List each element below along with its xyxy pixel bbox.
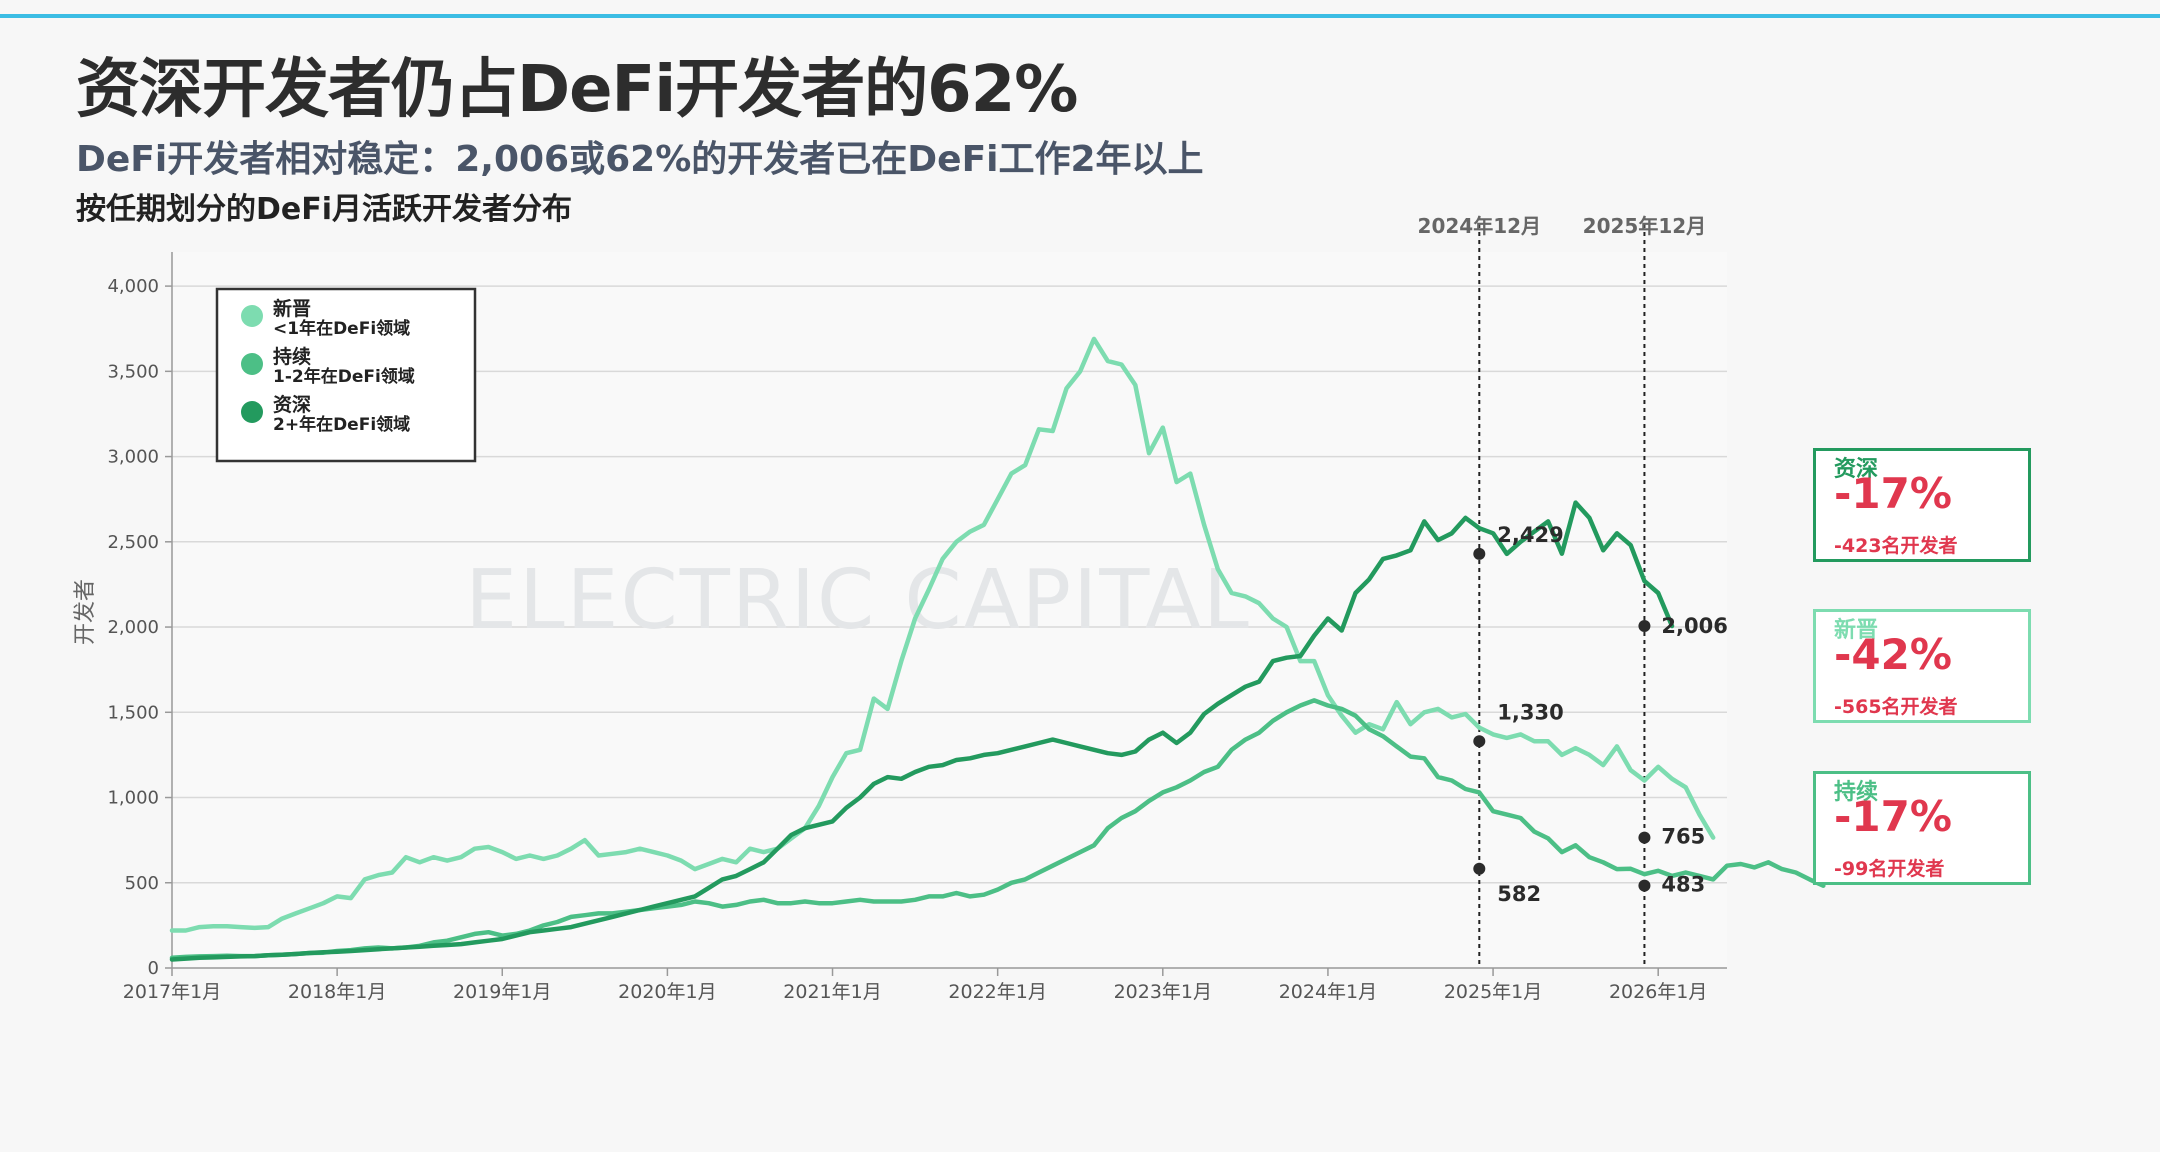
y-tick-label: 0 (148, 958, 159, 979)
x-tick-label: 2017年1月 (123, 981, 221, 1003)
annotation-label: 582 (1497, 882, 1541, 906)
x-tick-label: 2021年1月 (783, 981, 881, 1003)
annotation-point (1638, 620, 1651, 633)
series-line (169, 500, 1675, 962)
y-tick-label: 3,000 (107, 447, 159, 468)
legend-label: 资深 (273, 393, 311, 416)
y-tick-label: 3,500 (107, 361, 159, 382)
page-subtitle: DeFi开发者相对稳定：2,006或62%的开发者已在DeFi工作2年以上 (76, 139, 1204, 180)
accent-top-bar (0, 14, 2160, 18)
x-tick-label: 2025年1月 (1444, 981, 1542, 1003)
legend-desc: 2+年在DeFi领域 (273, 414, 410, 435)
watermark: ELECTRIC CAPITAL (465, 553, 1251, 648)
callout-label: 新晋 (1834, 618, 1879, 643)
annotation-point (1638, 831, 1651, 844)
x-tick-label: 2020年1月 (618, 981, 716, 1003)
legend-label: 新晋 (273, 297, 311, 320)
y-tick-label: 4,000 (107, 276, 159, 297)
annotation-label: 483 (1661, 873, 1705, 897)
annotation-label: 765 (1661, 825, 1705, 849)
annotation-point (1473, 735, 1486, 748)
x-tick-label: 2023年1月 (1114, 981, 1212, 1003)
x-tick-label: 2018年1月 (288, 981, 386, 1003)
annotation-point (1638, 879, 1651, 892)
annotation-point (1473, 862, 1486, 875)
annotation-point (1473, 547, 1486, 560)
callout-newcomer: 新晋 -42% -565名开发者 (1813, 609, 2031, 723)
y-axis-label: 开发者 (73, 579, 98, 645)
series-line (169, 698, 1826, 961)
y-tick-label: 1,000 (107, 788, 159, 809)
x-tick-label: 2026年1月 (1609, 981, 1707, 1003)
annotation-label: 2,429 (1497, 523, 1563, 547)
y-tick-label: 2,000 (107, 617, 159, 638)
legend-marker (241, 401, 263, 423)
legend-marker (241, 353, 263, 375)
y-tick-label: 1,500 (107, 702, 159, 723)
legend-desc: <1年在DeFi领域 (273, 318, 410, 339)
reference-line-label: 2025年12月 (1583, 214, 1707, 238)
callout-senior: 资深 -17% -423名开发者 (1813, 448, 2031, 562)
annotation-label: 1,330 (1497, 700, 1563, 724)
annotation-label: 2,006 (1661, 614, 1727, 638)
x-tick-label: 2019年1月 (453, 981, 551, 1003)
legend-marker (241, 305, 263, 327)
y-tick-label: 2,500 (107, 532, 159, 553)
callout-delta: -99名开发者 (1834, 858, 1945, 880)
legend-label: 持续 (273, 345, 311, 368)
callout-label: 持续 (1834, 780, 1879, 805)
page-title: 资深开发者仍占DeFi开发者的62% (76, 53, 1078, 127)
y-tick-label: 500 (125, 873, 159, 894)
reference-line-label: 2024年12月 (1418, 214, 1542, 238)
callout-delta: -423名开发者 (1834, 535, 1958, 557)
callout-percent: -42% (1834, 630, 1952, 679)
callout-percent: -17% (1834, 469, 1952, 518)
x-tick-label: 2022年1月 (948, 981, 1046, 1003)
x-tick-label: 2024年1月 (1279, 981, 1377, 1003)
legend-desc: 1-2年在DeFi领域 (273, 366, 415, 387)
series-line (169, 336, 1716, 933)
callout-label: 资深 (1834, 457, 1879, 482)
callout-delta: -565名开发者 (1834, 696, 1958, 718)
callout-percent: -17% (1834, 792, 1952, 841)
chart-title: 按任期划分的DeFi月活跃开发者分布 (76, 192, 573, 227)
callout-continuing: 持续 -17% -99名开发者 (1813, 771, 2031, 885)
